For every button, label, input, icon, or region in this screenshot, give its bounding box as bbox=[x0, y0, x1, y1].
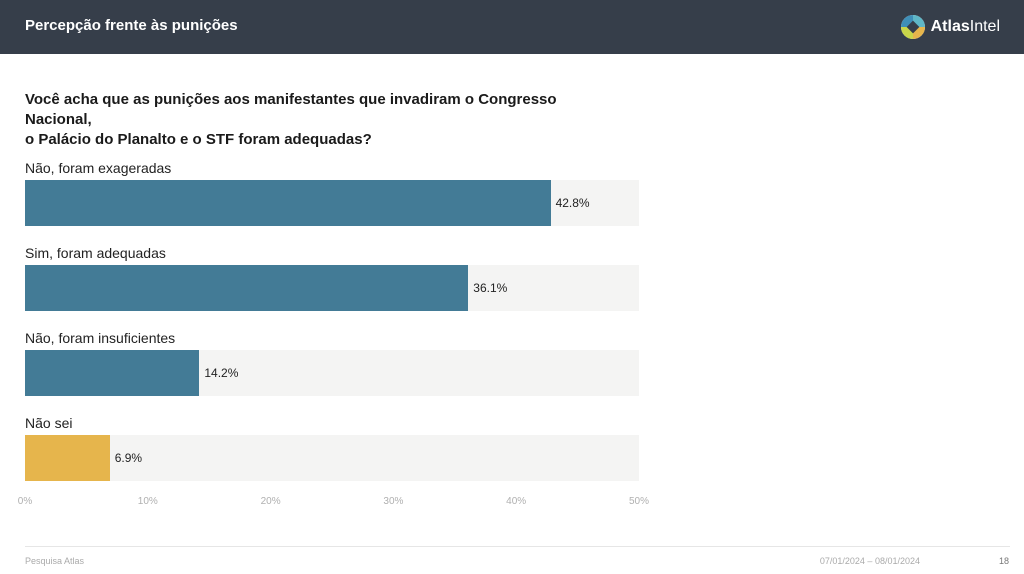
bar-track: 42.8% bbox=[25, 180, 639, 226]
bar-value-label: 36.1% bbox=[473, 281, 508, 295]
bar bbox=[25, 435, 110, 481]
category-label: Não, foram exageradas bbox=[25, 160, 172, 176]
x-tick-label: 10% bbox=[137, 496, 158, 507]
bar bbox=[25, 350, 200, 396]
bar-track: 14.2% bbox=[25, 350, 639, 396]
footer-date-range: 07/01/2024 – 08/01/2024 bbox=[819, 556, 920, 566]
bar-track: 36.1% bbox=[25, 265, 639, 311]
bar bbox=[25, 265, 469, 311]
question-line-2: o Palácio do Planalto e o STF foram adeq… bbox=[25, 131, 372, 148]
category-label: Não sei bbox=[25, 415, 73, 431]
footer-divider bbox=[25, 546, 1010, 547]
page-number: 18 bbox=[998, 556, 1009, 566]
category-label: Não, foram insuficientes bbox=[25, 330, 176, 346]
footer-source: Pesquisa Atlas bbox=[25, 556, 85, 566]
bar-value-label: 14.2% bbox=[204, 366, 239, 380]
brand: AtlasIntel bbox=[900, 13, 1000, 41]
category-label: Sim, foram adequadas bbox=[25, 245, 166, 261]
x-tick-label: 50% bbox=[628, 496, 650, 507]
brand-name: AtlasIntel bbox=[930, 18, 1000, 35]
bar-track: 6.9% bbox=[25, 435, 639, 481]
question-text: Você acha que as punições aos manifestan… bbox=[25, 90, 625, 150]
bar-value-label: 42.8% bbox=[555, 196, 590, 210]
x-tick-label: 40% bbox=[506, 496, 527, 507]
x-tick-label: 20% bbox=[260, 496, 281, 507]
x-tick-label: 0% bbox=[17, 496, 33, 507]
header-bar: Percepção frente às punições AtlasIntel bbox=[0, 0, 1024, 54]
question-line-1: Você acha que as punições aos manifestan… bbox=[25, 91, 557, 128]
bar-value-label: 6.9% bbox=[114, 451, 143, 465]
page-title: Percepção frente às punições bbox=[25, 17, 238, 34]
x-tick-label: 30% bbox=[383, 496, 404, 507]
atlasintel-logo-icon bbox=[900, 15, 925, 39]
bar bbox=[25, 180, 551, 226]
